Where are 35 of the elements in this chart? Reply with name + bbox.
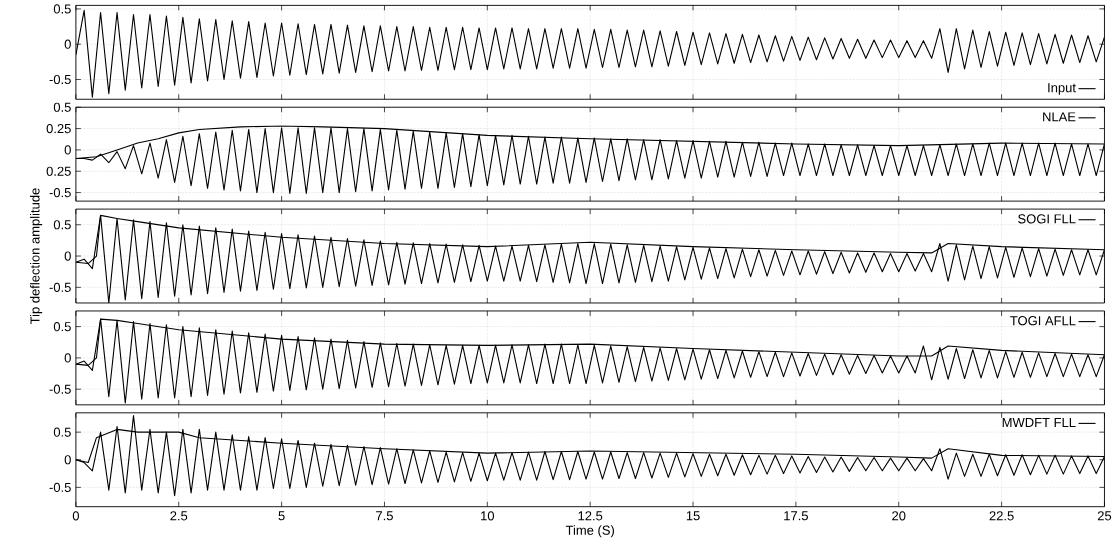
- y-axis-title: Tip deflection amplitude: [30, 188, 43, 325]
- x-tick-label: 22.5: [989, 511, 1014, 521]
- x-tick-label: 17.5: [784, 511, 808, 521]
- x-tick-label: 25: [1097, 511, 1112, 521]
- x-tick-label: 0: [72, 511, 80, 521]
- y-tick-label: 0: [64, 353, 71, 363]
- x-tick-label: 12.5: [578, 511, 603, 521]
- legend-label: SOGI FLL: [1018, 214, 1076, 224]
- y-tick-label: 0.25: [46, 124, 71, 134]
- x-tick-label: 20: [892, 511, 906, 521]
- y-tick-label: 0.5: [53, 220, 71, 230]
- x-tick-label: 2.5: [170, 511, 188, 521]
- y-tick-label: 0.25: [46, 166, 71, 177]
- y-tick-label: 0.5: [53, 427, 71, 437]
- legend-label: NLAE: [1043, 112, 1076, 122]
- legend-label: Input: [1048, 83, 1076, 96]
- y-tick-label: -0.5: [49, 384, 71, 394]
- y-tick-label: 0: [64, 39, 71, 49]
- y-tick-label: 0.5: [53, 322, 71, 332]
- y-tick-label: 0: [64, 251, 71, 261]
- x-tick-label: 5: [278, 511, 285, 521]
- y-tick-label: -0.5: [49, 282, 71, 293]
- y-tick-label: -0.5: [49, 188, 71, 198]
- y-tick-label: 0.5: [53, 102, 71, 113]
- y-tick-label: 0: [64, 145, 71, 155]
- x-tick-label: 7.5: [376, 511, 393, 521]
- legend-label: MWDFT FLL: [1002, 418, 1076, 428]
- y-tick-label: 0: [64, 455, 71, 465]
- y-tick-label: 0.5: [53, 4, 71, 14]
- x-axis-title: Time (S): [565, 525, 615, 538]
- y-tick-label: -0.5: [49, 482, 71, 493]
- legend-label: TOGI AFLL: [1010, 316, 1076, 326]
- x-tick-label: 15: [686, 511, 700, 521]
- y-tick-label: -0.5: [49, 75, 71, 85]
- x-tick-label: 10: [481, 511, 495, 521]
